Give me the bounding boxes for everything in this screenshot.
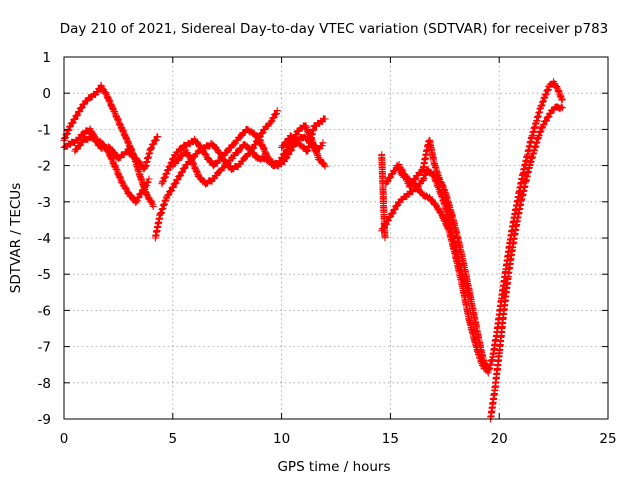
x-tick-label: 25 bbox=[599, 431, 616, 447]
y-tick-label: -4 bbox=[38, 231, 51, 247]
y-tick-label: -1 bbox=[38, 122, 51, 138]
data-point-trace bbox=[393, 162, 488, 373]
x-tick-label: 0 bbox=[60, 431, 69, 447]
y-tick-label: -7 bbox=[38, 340, 51, 356]
y-tick-label: -5 bbox=[38, 267, 51, 283]
x-axis-label: GPS time / hours bbox=[277, 459, 390, 475]
y-tick-label: -9 bbox=[38, 412, 51, 428]
x-tick-label: 20 bbox=[491, 431, 508, 447]
y-tick-label: -8 bbox=[38, 376, 51, 392]
chart-title: Day 210 of 2021, Sidereal Day-to-day VTE… bbox=[60, 21, 609, 37]
y-tick-label: -6 bbox=[38, 303, 51, 319]
data-point-trace bbox=[71, 132, 162, 173]
y-tick-label: 0 bbox=[42, 86, 51, 102]
x-tick-label: 10 bbox=[273, 431, 290, 447]
data-point-trace bbox=[278, 115, 329, 155]
x-tick-label: 5 bbox=[169, 431, 178, 447]
data-points bbox=[60, 78, 566, 423]
y-tick-label: -2 bbox=[38, 159, 51, 175]
y-axis-label: SDTVAR / TECUs bbox=[8, 183, 24, 293]
y-tick-label: 1 bbox=[42, 50, 51, 66]
x-tick-label: 15 bbox=[382, 431, 399, 447]
y-tick-label: -3 bbox=[38, 195, 51, 211]
